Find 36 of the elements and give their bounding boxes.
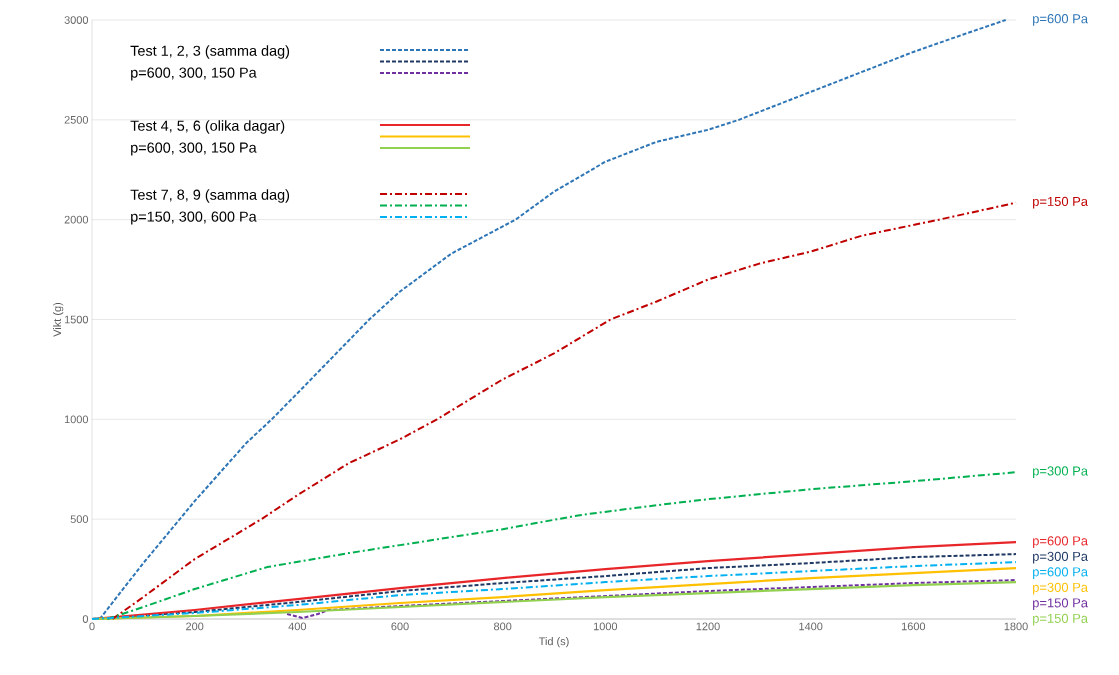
series-label: p=150 Pa — [1033, 598, 1089, 610]
series-label: p=600 Pa — [1033, 536, 1089, 548]
x-tick-label: 600 — [391, 622, 409, 631]
y-tick-label: 500 — [70, 515, 89, 524]
series-label: p=150 Pa — [1033, 196, 1089, 209]
text: p=150 Pa — [1033, 613, 1089, 626]
y-tick-label: 1500 — [64, 315, 89, 324]
line-series — [98, 18, 1007, 620]
y-tick-label: 3000 — [64, 16, 89, 24]
x-tick-label: 400 — [288, 622, 307, 631]
x-tick-label: 200 — [186, 622, 204, 631]
x-axis-title: Tid (s) — [538, 637, 569, 648]
series-label: p=300 Pa — [1033, 551, 1089, 564]
line-series — [106, 471, 1018, 620]
series-label: p=600 Pa — [1033, 567, 1089, 579]
y-tick-label: 1000 — [64, 415, 89, 424]
annotation: Test 1, 2, 3 (samma dag) — [130, 45, 290, 59]
y-axis-title: Vikt (g) — [53, 302, 64, 337]
x-tick-label: 1200 — [696, 622, 720, 631]
y-tick-label: 2000 — [64, 215, 89, 224]
annotation: p=600, 300, 150 Pa — [131, 67, 257, 81]
series-label: p=300 Pa — [1033, 582, 1089, 595]
annotation: Test 7, 8, 9 (samma dag) — [130, 189, 290, 203]
x-tick-label: 800 — [494, 622, 512, 631]
y-tick-label: 0 — [82, 615, 89, 623]
annotation: Test 4, 5, 6 (olika dagar) — [130, 120, 285, 134]
series-label: p=300 Pa — [1033, 466, 1089, 479]
y-tick-label: 2500 — [64, 115, 89, 124]
x-tick-label: 1000 — [593, 622, 618, 631]
x-tick-label: 1400 — [799, 622, 823, 631]
annotation: p=150, 300, 600 Pa — [131, 211, 257, 225]
text: p=600 Pa — [1033, 14, 1089, 26]
x-tick-label: 1600 — [901, 622, 926, 631]
x-tick-label: 0 — [89, 622, 95, 631]
x-tick-label: 1800 — [1004, 622, 1028, 631]
annotation: p=600, 300, 150 Pa — [131, 142, 257, 156]
